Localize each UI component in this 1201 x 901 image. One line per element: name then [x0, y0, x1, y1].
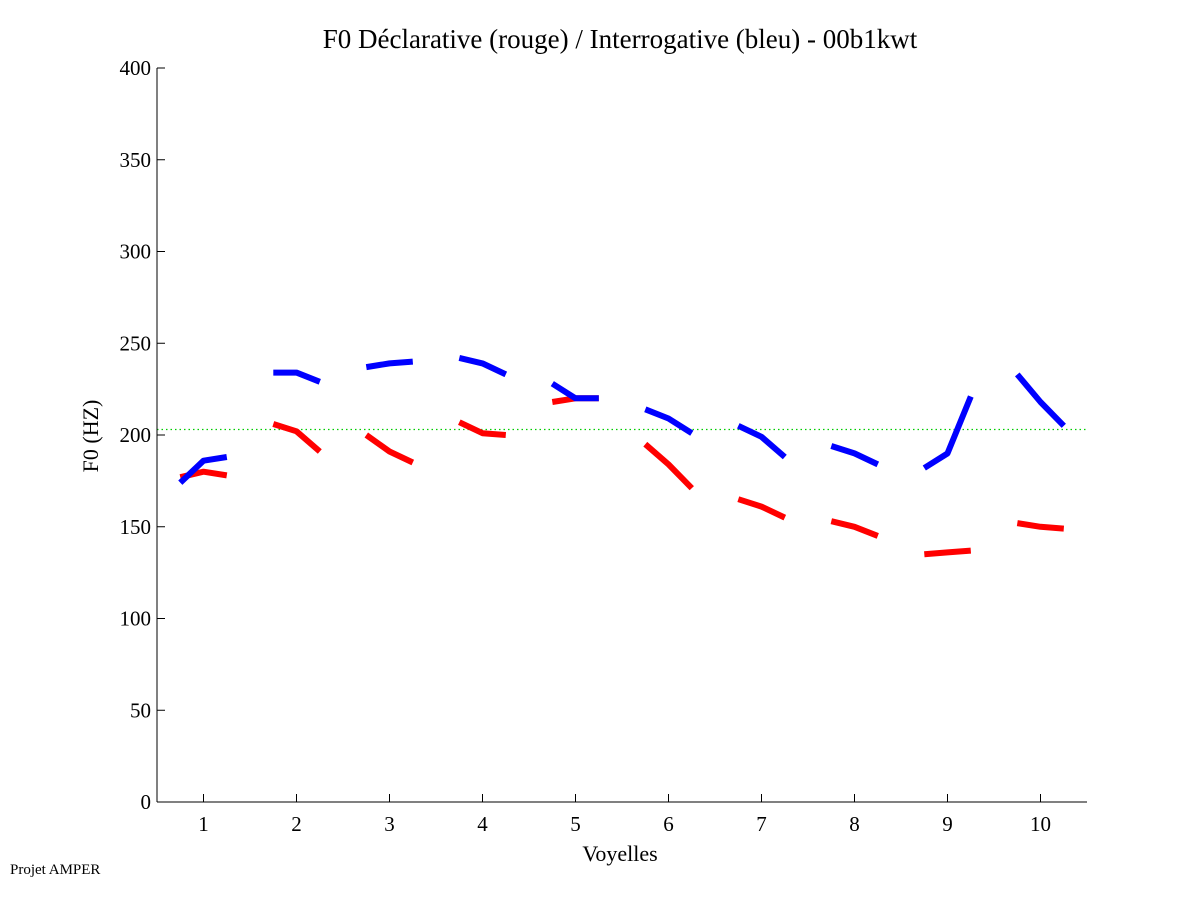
y-tick-label: 0: [141, 790, 152, 814]
series-2-segment-5: [550, 381, 599, 402]
x-tick-label: 6: [663, 812, 674, 836]
x-axis-label: Voyelles: [582, 841, 657, 866]
x-tick-label: 2: [291, 812, 302, 836]
y-tick-label: 100: [120, 607, 152, 631]
series-1-segment-7: [737, 496, 787, 521]
y-tick-label: 250: [120, 331, 152, 355]
y-tick-label: 350: [120, 148, 152, 172]
series-1-segment-8: [830, 518, 879, 539]
series-1-segment-3: [364, 432, 415, 466]
chart-title: F0 Déclarative (rouge) / Interrogative (…: [323, 24, 918, 54]
series-2-segment-6: [644, 406, 694, 436]
axes: 0 50 100 150 200 250 300 350 400 1 2 3 4 5 6 7 8 9 10: [120, 56, 1087, 836]
x-tick-label: 1: [198, 812, 209, 836]
series-2-segment-9: [922, 395, 974, 471]
y-tick-label: 150: [120, 515, 152, 539]
series-1-segment-10: [1016, 520, 1065, 532]
series-1-segment-4: [458, 419, 507, 438]
x-tick-label: 5: [570, 812, 581, 836]
y-tick-label: 300: [120, 240, 152, 264]
x-tick-label: 3: [384, 812, 395, 836]
y-tick-label: 400: [120, 56, 152, 80]
series-2-segment-2: [273, 369, 321, 385]
x-tick-label: 10: [1030, 812, 1051, 836]
series-2-segment-10: [1015, 372, 1066, 428]
series-1-segment-2: [272, 421, 322, 454]
y-tick-label: 50: [130, 698, 151, 722]
x-tick-label: 8: [849, 812, 860, 836]
series-1-segment-9: [924, 547, 972, 558]
series-2-segment-8: [830, 443, 880, 468]
series-2-segment-3: [365, 358, 414, 371]
series-2-segment-4: [458, 354, 508, 378]
y-tick-label: 200: [120, 423, 152, 447]
x-tick-label: 4: [477, 812, 488, 836]
series-2-segment-1: [178, 454, 228, 485]
series-1-segment-6: [643, 441, 694, 491]
series-2-segment-7: [737, 423, 787, 460]
plot-area: [157, 354, 1087, 558]
footer-credit: Projet AMPER: [10, 862, 101, 878]
x-tick-label: 9: [942, 812, 953, 836]
x-tick-label: 7: [756, 812, 767, 836]
y-axis-label: F0 (HZ): [78, 400, 103, 473]
